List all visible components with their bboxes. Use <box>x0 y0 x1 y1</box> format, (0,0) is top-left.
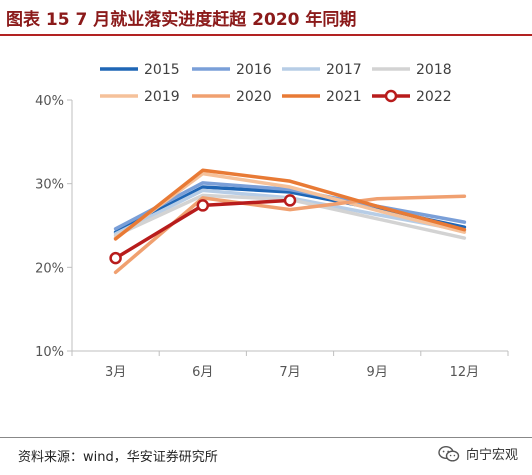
legend-label: 2021 <box>326 89 362 105</box>
x-tick-label: 7月 <box>279 365 300 380</box>
legend-item-2017: 2017 <box>282 62 362 78</box>
title-bar: 图表 15 7 月就业落实进度赶超 2020 年同期 <box>0 0 532 36</box>
watermark: 向宁宏观 <box>438 444 518 463</box>
legend-label: 2019 <box>144 89 180 105</box>
x-tick-label: 9月 <box>367 365 388 380</box>
data-point-2022 <box>109 251 122 265</box>
legend-item-2016: 2016 <box>192 62 272 78</box>
y-tick-label: 30% <box>35 178 64 193</box>
legend-item-2018: 2018 <box>372 62 452 78</box>
legend-label: 2015 <box>144 62 180 78</box>
series-line-2021 <box>113 168 467 241</box>
legend-item-2020: 2020 <box>192 89 272 105</box>
legend-label: 2018 <box>416 62 452 78</box>
source-note: 资料来源：wind，华安证券研究所 <box>18 450 218 465</box>
x-tick-label: 6月 <box>192 365 213 380</box>
legend-item-2015: 2015 <box>100 62 180 78</box>
legend-marker <box>384 89 398 103</box>
series-2022 <box>109 194 297 265</box>
legend: 2015 2016 2017 2018 2019 2020 2021 2022 <box>100 62 452 105</box>
legend-label: 2022 <box>416 89 452 105</box>
line-chart: 2015 2016 2017 2018 2019 2020 2021 2022 10% 20% 3… <box>35 62 509 380</box>
series-2016 <box>113 181 467 231</box>
wechat-icon <box>438 445 460 462</box>
source-bar: 资料来源：wind，华安证券研究所 向宁宏观 <box>0 437 532 475</box>
series-line-2016 <box>113 181 467 231</box>
y-tick-label: 40% <box>35 94 64 109</box>
series-2021 <box>113 168 467 241</box>
data-point-2022 <box>283 194 297 207</box>
series-lines <box>109 168 467 275</box>
legend-item-2021: 2021 <box>282 89 362 105</box>
x-tick-label: 12月 <box>450 365 480 380</box>
axes: 10% 20% 30% 40% 3月 6月 7月 9月 12月 <box>35 94 509 380</box>
watermark-label: 向宁宏观 <box>465 448 518 463</box>
legend-item-2019: 2019 <box>100 89 180 105</box>
data-point-2022 <box>196 199 210 212</box>
legend-label: 2017 <box>326 62 362 78</box>
y-tick-label: 10% <box>35 345 64 360</box>
legend-label: 2016 <box>236 62 272 78</box>
y-tick-label: 20% <box>35 261 64 276</box>
chart-title: 图表 15 7 月就业落实进度赶超 2020 年同期 <box>6 10 357 30</box>
legend-label: 2020 <box>236 89 272 105</box>
legend-item-2022: 2022 <box>372 89 452 105</box>
x-tick-label: 3月 <box>105 365 126 380</box>
